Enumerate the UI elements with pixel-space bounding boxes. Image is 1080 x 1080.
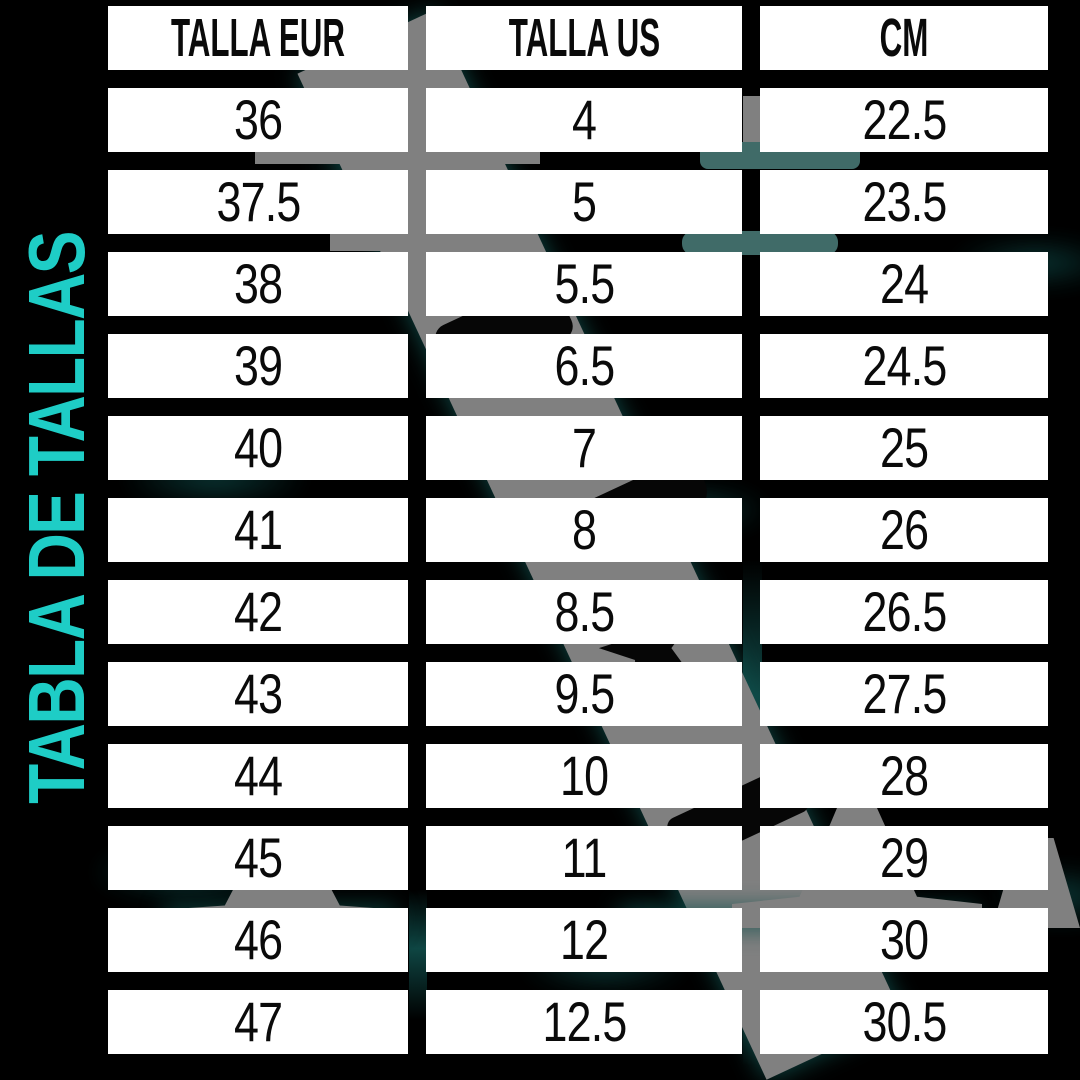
column-header-0: TALLA EUR (108, 6, 408, 70)
table-cell-col1: 4 (426, 88, 742, 152)
column-header-0-label: TALLA EUR (171, 8, 345, 68)
table-cell-col0-label: 39 (233, 334, 283, 397)
table-cell-col0: 36 (108, 88, 408, 152)
table-cell-col0-label: 42 (233, 580, 283, 643)
table-cell-col1: 9.5 (426, 662, 742, 726)
table-cell-col2: 26 (760, 498, 1048, 562)
table-cell-col2-label: 25 (879, 416, 929, 479)
table-cell-col2-label: 22.5 (862, 88, 947, 151)
table-cell-col2-label: 24.5 (862, 334, 947, 397)
table-cell-col1: 12.5 (426, 990, 742, 1054)
table-cell-col1-label: 5 (571, 170, 597, 233)
table-cell-col2-label: 24 (879, 252, 929, 315)
table-cell-col1-label: 10 (559, 744, 609, 807)
table-cell-col0: 42 (108, 580, 408, 644)
table-cell-col1-label: 11 (561, 826, 608, 889)
table-cell-col0: 41 (108, 498, 408, 562)
table-cell-col2: 26.5 (760, 580, 1048, 644)
page-title: TABLA DE TALLAS (12, 232, 101, 804)
table-cell-col2-label: 23.5 (862, 170, 947, 233)
table-cell-col1-label: 4 (571, 88, 597, 151)
table-cell-col1-label: 8.5 (554, 580, 615, 643)
teal-glow (409, 890, 427, 1020)
table-cell-col0: 39 (108, 334, 408, 398)
table-cell-col1: 8.5 (426, 580, 742, 644)
table-cell-col0: 47 (108, 990, 408, 1054)
table-cell-col2-label: 27.5 (862, 662, 947, 725)
table-cell-col2-label: 26.5 (862, 580, 947, 643)
table-cell-col0-label: 46 (233, 908, 283, 971)
table-cell-col1-label: 7 (571, 416, 597, 479)
table-cell-col0-label: 47 (233, 990, 283, 1053)
table-cell-col1: 5 (426, 170, 742, 234)
table-cell-col0-label: 41 (233, 498, 283, 561)
table-cell-col2: 27.5 (760, 662, 1048, 726)
table-cell-col1: 6.5 (426, 334, 742, 398)
column-header-1-label: TALLA US (508, 8, 660, 68)
table-cell-col1-label: 12 (559, 908, 609, 971)
watermark-strip (330, 234, 525, 251)
table-cell-col0: 45 (108, 826, 408, 890)
table-cell-col2: 22.5 (760, 88, 1048, 152)
column-header-2: CM (760, 6, 1048, 70)
table-cell-col2: 30 (760, 908, 1048, 972)
table-cell-col0: 43 (108, 662, 408, 726)
table-cell-col2: 24.5 (760, 334, 1048, 398)
table-cell-col0: 40 (108, 416, 408, 480)
size-table: TALLA EUR TALLA US CM 36 4 22.5 37.5 5 23.5 38 5.5… (108, 6, 1048, 1054)
table-cell-col2-label: 26 (879, 498, 929, 561)
table-cell-col2: 29 (760, 826, 1048, 890)
table-cell-col0-label: 38 (233, 252, 283, 315)
table-cell-col1-label: 12.5 (542, 990, 627, 1053)
table-cell-col2: 24 (760, 252, 1048, 316)
column-header-1: TALLA US (426, 6, 742, 70)
table-cell-col0-label: 45 (233, 826, 283, 889)
column-header-2-label: CM (879, 8, 929, 68)
table-cell-col1-label: 8 (571, 498, 597, 561)
table-cell-col1: 7 (426, 416, 742, 480)
table-cell-col1-label: 9.5 (554, 662, 615, 725)
table-cell-col2-label: 28 (879, 744, 929, 807)
table-cell-col0: 44 (108, 744, 408, 808)
table-cell-col1: 5.5 (426, 252, 742, 316)
table-cell-col2-label: 29 (879, 826, 929, 889)
table-cell-col0: 46 (108, 908, 408, 972)
table-cell-col0-label: 44 (233, 744, 283, 807)
table-cell-col1: 8 (426, 498, 742, 562)
table-cell-col0-label: 36 (233, 88, 283, 151)
table-cell-col2: 30.5 (760, 990, 1048, 1054)
table-cell-col2-label: 30.5 (862, 990, 947, 1053)
table-cell-col1-label: 6.5 (554, 334, 615, 397)
table-cell-col1: 11 (426, 826, 742, 890)
table-cell-col0-label: 37.5 (216, 170, 301, 233)
table-cell-col2: 25 (760, 416, 1048, 480)
table-cell-col0-label: 40 (233, 416, 283, 479)
table-cell-col2-label: 30 (879, 908, 929, 971)
watermark-pill (682, 231, 838, 255)
table-cell-col2: 23.5 (760, 170, 1048, 234)
table-cell-col1: 12 (426, 908, 742, 972)
table-cell-col1-label: 5.5 (554, 252, 615, 315)
table-cell-col0-label: 43 (233, 662, 283, 725)
table-cell-col1: 10 (426, 744, 742, 808)
table-cell-col0: 37.5 (108, 170, 408, 234)
table-cell-col2: 28 (760, 744, 1048, 808)
table-cell-col0: 38 (108, 252, 408, 316)
